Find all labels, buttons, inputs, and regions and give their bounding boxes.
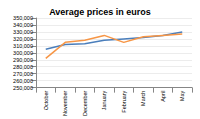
svg-text:300,000: 300,000 xyxy=(13,50,33,56)
svg-text:290,000: 290,000 xyxy=(13,57,33,63)
svg-text:260,000: 260,000 xyxy=(13,78,33,84)
svg-text:April: April xyxy=(160,91,166,102)
svg-text:330,000: 330,000 xyxy=(13,29,33,35)
svg-text:340,000: 340,000 xyxy=(13,22,33,28)
svg-text:January: January xyxy=(101,90,107,110)
svg-text:320,000: 320,000 xyxy=(13,36,33,42)
svg-text:280,000: 280,000 xyxy=(13,64,33,70)
svg-text:350,000: 350,000 xyxy=(13,15,33,21)
svg-text:March: March xyxy=(140,91,146,106)
svg-text:October: October xyxy=(43,90,49,110)
svg-text:December: December xyxy=(82,90,88,116)
svg-text:May: May xyxy=(179,90,185,101)
svg-text:270,000: 270,000 xyxy=(13,71,33,77)
svg-text:250,000: 250,000 xyxy=(13,85,33,91)
svg-text:Average prices in euros: Average prices in euros xyxy=(49,7,151,17)
svg-text:310,000: 310,000 xyxy=(13,43,33,49)
svg-text:February: February xyxy=(121,90,127,112)
svg-text:November: November xyxy=(62,90,68,116)
